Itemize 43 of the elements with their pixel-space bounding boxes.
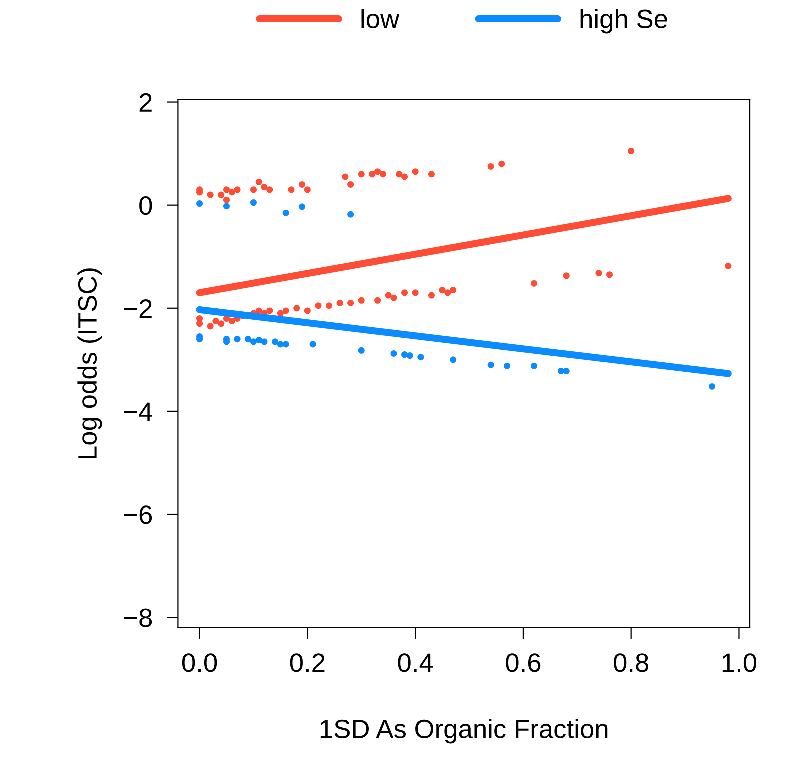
legend-label: low [362, 9, 400, 28]
y-tick-label: 0 [140, 196, 152, 216]
point [358, 347, 365, 354]
point [245, 336, 252, 343]
point [530, 362, 538, 370]
point [558, 368, 564, 375]
point [390, 350, 398, 357]
point [282, 210, 290, 216]
legend-label: high Se [580, 9, 668, 34]
point [234, 336, 241, 343]
point [310, 341, 316, 348]
y-tick-label: −6 [124, 506, 152, 524]
point [196, 200, 204, 208]
y-tick-label: −4 [124, 402, 152, 422]
point [272, 338, 279, 346]
x-tick-label: 0.0 [182, 654, 218, 672]
x-tick-label: 0.2 [290, 654, 325, 672]
point [299, 204, 306, 210]
point [450, 356, 457, 364]
point [250, 338, 257, 346]
point [277, 341, 284, 348]
x-axis-title: 1SD As Organic Fraction [320, 719, 608, 744]
point [261, 338, 268, 346]
point [418, 354, 424, 361]
x-tick-label: 0.4 [398, 654, 434, 672]
point [256, 337, 262, 344]
point [348, 211, 354, 218]
x-tick-label: 0.8 [614, 654, 649, 672]
x-tick-label: 0.6 [506, 654, 541, 672]
y-tick-label: −8 [124, 608, 152, 628]
point [250, 200, 257, 206]
point [488, 362, 494, 368]
point [223, 203, 230, 210]
x-tick-label: 1.0 [722, 654, 757, 672]
point [709, 383, 716, 390]
point [504, 362, 511, 370]
point [282, 341, 290, 348]
y-axis-title: Log odds (ITSC) [78, 268, 102, 458]
point [402, 352, 408, 358]
y-tick-label: −2 [124, 300, 152, 318]
point [563, 368, 570, 375]
point [406, 352, 414, 360]
y-tick-label: 2 [140, 93, 152, 112]
